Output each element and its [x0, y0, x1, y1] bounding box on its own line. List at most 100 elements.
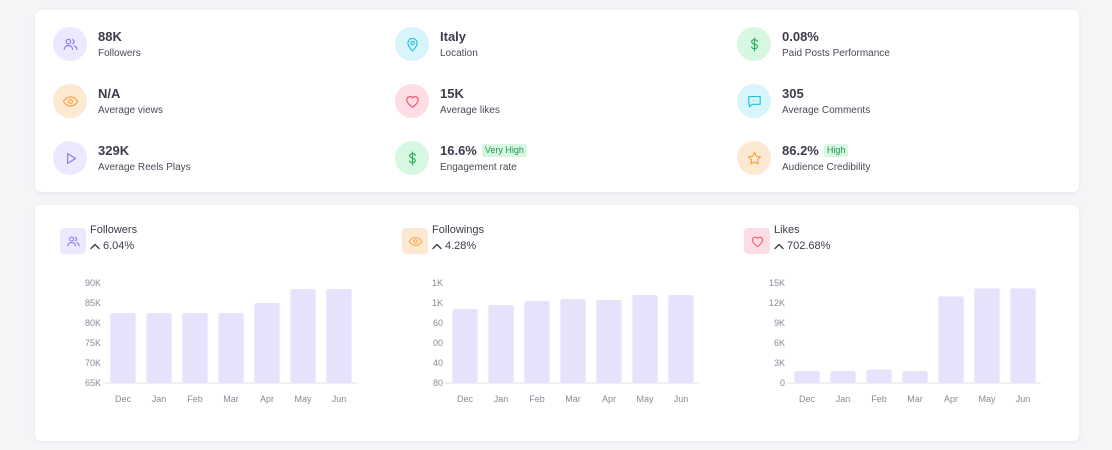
stat-followers: 88K Followers [53, 27, 141, 61]
y-tick-label: 6K [774, 338, 785, 348]
bar-apr[interactable] [254, 303, 280, 383]
x-tick-label: Jan [494, 394, 509, 404]
bar-jun[interactable] [668, 295, 694, 383]
stat-label: Location [440, 48, 478, 59]
stat-average-comments: 305 Average Comments [737, 84, 870, 118]
status-badge: Very High [481, 144, 527, 157]
play-icon [53, 141, 87, 175]
x-tick-label: Feb [529, 394, 545, 404]
stat-value: 16.6% Very High [440, 142, 527, 159]
x-tick-label: Dec [457, 394, 474, 404]
bar-feb[interactable] [866, 369, 892, 383]
stat-value: 88K [98, 29, 122, 44]
bar-may[interactable] [290, 289, 316, 383]
overview-stats-card: 88K Followers Italy Location 0.08% Paid Posts… [35, 10, 1079, 192]
bar-jun[interactable] [326, 289, 352, 383]
bar-apr[interactable] [596, 300, 622, 383]
bar-dec[interactable] [452, 309, 478, 383]
y-tick-label: 3K [774, 358, 785, 368]
heart-icon [395, 84, 429, 118]
bar-may[interactable] [632, 295, 658, 383]
bar-jan[interactable] [488, 305, 514, 383]
stat-average-views: N/A Average views [53, 84, 163, 118]
x-tick-label: Dec [799, 394, 816, 404]
stat-average-likes: 15K Average likes [395, 84, 500, 118]
stat-value: 15K [440, 86, 464, 101]
x-tick-label: May [294, 394, 312, 404]
chart-title: Likes [774, 224, 800, 236]
x-tick-label: Dec [115, 394, 132, 404]
x-tick-label: Jun [1016, 394, 1031, 404]
star-icon [737, 141, 771, 175]
chart-title: Followings [432, 224, 484, 236]
bar-jun[interactable] [1010, 288, 1036, 383]
bar-jan[interactable] [146, 313, 172, 383]
bar-feb[interactable] [524, 301, 550, 383]
followers-chart-header: Followers 6.04% [60, 223, 137, 254]
growth-value: 6.04% [103, 240, 135, 252]
users-icon [60, 228, 86, 254]
stat-value: 0.08% [782, 29, 819, 44]
stat-label: Average likes [440, 105, 500, 116]
y-tick-label: 00 [433, 338, 443, 348]
stat-audience-credibility: 86.2% High Audience Credibility [737, 141, 870, 175]
bar-apr[interactable] [938, 296, 964, 383]
likes-chart-header: Likes 702.68% [744, 223, 830, 254]
growth-indicator: 4.28% [432, 239, 484, 253]
stat-value: 305 [782, 86, 804, 101]
stat-value: N/A [98, 86, 121, 101]
x-tick-label: Feb [187, 394, 203, 404]
stat-label: Engagement rate [440, 162, 517, 173]
stat-paid-posts-performance: 0.08% Paid Posts Performance [737, 27, 890, 61]
y-tick-label: 12K [769, 298, 785, 308]
followers-bar-chart: 90K 85K 80K 75K 70K 65K Dec Jan Feb Mar Apr May Jun [85, 278, 357, 404]
growth-value: 702.68% [787, 240, 831, 252]
dollar-icon [737, 27, 771, 61]
likes-bar-chart: 15K 12K 9K 6K 3K 0 Dec Jan Feb Mar Apr May Jun [769, 278, 1041, 404]
bar-mar[interactable] [560, 299, 586, 383]
x-tick-label: Feb [871, 394, 887, 404]
y-tick-label: 9K [774, 318, 785, 328]
growth-charts-card: Followers 6.04% 90K 85K 80K 75K 70K 65K Dec Jan Fe… [35, 205, 1079, 441]
comment-icon [737, 84, 771, 118]
followings-chart-header: Followings 4.28% [402, 223, 484, 254]
y-tick-label: 80K [85, 318, 101, 328]
x-tick-label: Apr [260, 394, 274, 404]
map-pin-icon [395, 27, 429, 61]
y-tick-label: 60 [433, 318, 443, 328]
bar-feb[interactable] [182, 313, 208, 383]
y-tick-label: 0 [780, 378, 785, 388]
stat-label: Average Comments [782, 105, 871, 116]
x-tick-label: Apr [602, 394, 616, 404]
chevron-up-icon [432, 243, 442, 250]
chart-title: Followers [90, 224, 138, 236]
bar-dec[interactable] [110, 313, 136, 383]
eye-icon [402, 228, 428, 254]
followings-bar-chart: 1K 1K 60 00 40 80 Dec Jan Feb Mar Apr May Jun [432, 278, 699, 404]
y-tick-label: 1K [432, 278, 443, 288]
x-tick-label: Apr [944, 394, 958, 404]
x-tick-label: May [978, 394, 996, 404]
eye-icon [53, 84, 87, 118]
bar-mar[interactable] [902, 371, 928, 383]
y-tick-label: 90K [85, 278, 101, 288]
growth-indicator: 702.68% [774, 239, 830, 253]
heart-icon [744, 228, 770, 254]
dollar-icon [395, 141, 429, 175]
growth-indicator: 6.04% [90, 239, 137, 253]
x-tick-label: Jan [836, 394, 851, 404]
x-tick-label: Mar [907, 394, 923, 404]
chevron-up-icon [90, 243, 100, 250]
x-tick-label: Mar [223, 394, 239, 404]
stat-value: 86.2% High [782, 142, 870, 159]
stat-value: 329K [98, 143, 130, 158]
stat-label: Average Reels Plays [98, 162, 191, 173]
status-badge: High [823, 144, 849, 157]
bar-mar[interactable] [218, 313, 244, 383]
y-tick-label: 85K [85, 298, 101, 308]
bar-jan[interactable] [830, 371, 856, 383]
bar-dec[interactable] [794, 371, 820, 383]
bar-may[interactable] [974, 288, 1000, 383]
stat-label: Followers [98, 48, 141, 59]
y-tick-label: 1K [432, 298, 443, 308]
